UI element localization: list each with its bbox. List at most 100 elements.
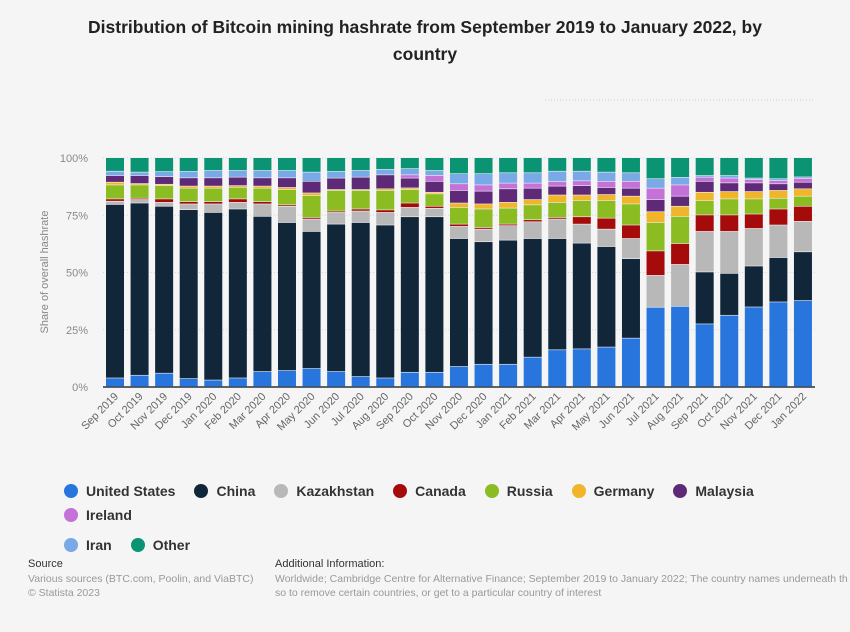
- bar-segment-other[interactable]: [793, 158, 812, 177]
- bar-segment-china[interactable]: [179, 209, 198, 379]
- bar-segment-other[interactable]: [106, 158, 124, 171]
- bar-segment-canada[interactable]: [130, 198, 149, 200]
- bar-segment-united-states[interactable]: [400, 372, 419, 387]
- bar-segment-germany[interactable]: [793, 189, 812, 196]
- legend-item[interactable]: Canada: [393, 482, 466, 500]
- bar-segment-united-states[interactable]: [523, 357, 542, 387]
- bar-segment-germany[interactable]: [597, 194, 616, 201]
- bar-segment-china[interactable]: [449, 238, 468, 367]
- bar-segment-other[interactable]: [744, 158, 763, 178]
- bar-segment-canada[interactable]: [572, 217, 591, 224]
- bar-segment-kazakhstan[interactable]: [130, 199, 149, 203]
- legend-item[interactable]: Ireland: [64, 506, 132, 524]
- bar-segment-other[interactable]: [523, 158, 542, 173]
- bar-segment-russia[interactable]: [548, 202, 567, 218]
- bar-segment-china[interactable]: [106, 204, 124, 378]
- bar-segment-russia[interactable]: [499, 208, 518, 224]
- bar-segment-kazakhstan[interactable]: [646, 275, 665, 307]
- bar-segment-malaysia[interactable]: [302, 181, 321, 193]
- bar-segment-malaysia[interactable]: [376, 175, 395, 189]
- bar-segment-ireland[interactable]: [695, 177, 714, 181]
- bar-segment-russia[interactable]: [646, 222, 665, 251]
- bar-segment-other[interactable]: [376, 158, 395, 170]
- bar-segment-malaysia[interactable]: [597, 187, 616, 195]
- bar-segment-malaysia[interactable]: [253, 178, 272, 186]
- bar-segment-iran[interactable]: [769, 179, 788, 181]
- bar-segment-china[interactable]: [277, 222, 296, 371]
- bar-segment-germany[interactable]: [671, 206, 690, 217]
- bar-segment-ireland[interactable]: [793, 178, 812, 182]
- bar-segment-iran[interactable]: [351, 170, 370, 177]
- bar-segment-malaysia[interactable]: [130, 175, 149, 184]
- bar-segment-kazakhstan[interactable]: [327, 212, 346, 224]
- bar-segment-germany[interactable]: [523, 199, 542, 205]
- bar-segment-ireland[interactable]: [720, 178, 739, 183]
- bar-segment-united-states[interactable]: [327, 371, 346, 387]
- bar-segment-iran[interactable]: [376, 169, 395, 175]
- bar-segment-iran[interactable]: [695, 175, 714, 177]
- bar-segment-iran[interactable]: [400, 168, 419, 175]
- bar-segment-malaysia[interactable]: [621, 188, 640, 196]
- bar-segment-canada[interactable]: [646, 251, 665, 276]
- bar-segment-malaysia[interactable]: [744, 183, 763, 192]
- bar-segment-malaysia[interactable]: [228, 177, 247, 186]
- bar-segment-united-states[interactable]: [130, 375, 149, 387]
- bar-segment-kazakhstan[interactable]: [793, 221, 812, 252]
- bar-segment-germany[interactable]: [769, 190, 788, 198]
- bar-segment-other[interactable]: [351, 158, 370, 171]
- bar-segment-china[interactable]: [548, 238, 567, 350]
- bar-segment-canada[interactable]: [106, 199, 124, 201]
- bar-segment-russia[interactable]: [744, 199, 763, 214]
- bar-segment-other[interactable]: [621, 158, 640, 173]
- bar-segment-canada[interactable]: [449, 224, 468, 227]
- bar-segment-malaysia[interactable]: [474, 191, 493, 204]
- bar-segment-iran[interactable]: [155, 171, 174, 177]
- bar-segment-china[interactable]: [744, 266, 763, 307]
- bar-segment-malaysia[interactable]: [179, 178, 198, 186]
- bar-segment-russia[interactable]: [106, 185, 124, 199]
- bar-segment-russia[interactable]: [253, 188, 272, 202]
- bar-segment-kazakhstan[interactable]: [572, 224, 591, 243]
- bar-segment-ireland[interactable]: [499, 183, 518, 189]
- bar-segment-canada[interactable]: [695, 215, 714, 232]
- bar-segment-iran[interactable]: [425, 170, 444, 176]
- legend-item[interactable]: Kazakhstan: [274, 482, 374, 500]
- bar-segment-kazakhstan[interactable]: [474, 229, 493, 242]
- bar-segment-china[interactable]: [523, 238, 542, 357]
- bar-segment-other[interactable]: [204, 158, 223, 171]
- bar-segment-kazakhstan[interactable]: [621, 238, 640, 259]
- bar-segment-kazakhstan[interactable]: [548, 219, 567, 239]
- bar-segment-malaysia[interactable]: [277, 178, 296, 188]
- bar-segment-malaysia[interactable]: [769, 184, 788, 191]
- bar-segment-germany[interactable]: [744, 191, 763, 199]
- bar-segment-kazakhstan[interactable]: [376, 212, 395, 225]
- bar-segment-kazakhstan[interactable]: [523, 222, 542, 239]
- bar-segment-united-states[interactable]: [179, 378, 198, 387]
- bar-segment-iran[interactable]: [327, 171, 346, 178]
- bar-segment-russia[interactable]: [621, 204, 640, 225]
- bar-segment-ireland[interactable]: [646, 188, 665, 200]
- bar-segment-iran[interactable]: [106, 171, 124, 176]
- bar-segment-china[interactable]: [499, 240, 518, 364]
- bar-segment-germany[interactable]: [228, 185, 247, 187]
- bar-segment-other[interactable]: [572, 158, 591, 171]
- bar-segment-malaysia[interactable]: [523, 188, 542, 200]
- bar-segment-malaysia[interactable]: [499, 189, 518, 203]
- bar-segment-russia[interactable]: [204, 188, 223, 202]
- bar-segment-iran[interactable]: [572, 171, 591, 181]
- legend-item[interactable]: Russia: [484, 482, 553, 500]
- bar-segment-united-states[interactable]: [106, 378, 124, 387]
- bar-segment-china[interactable]: [720, 273, 739, 315]
- bar-segment-ireland[interactable]: [474, 185, 493, 191]
- bar-segment-iran[interactable]: [597, 172, 616, 181]
- bar-segment-iran[interactable]: [744, 178, 763, 180]
- bar-segment-kazakhstan[interactable]: [106, 201, 124, 205]
- bar-segment-iran[interactable]: [228, 170, 247, 177]
- bar-segment-ireland[interactable]: [548, 181, 567, 186]
- bar-segment-united-states[interactable]: [425, 372, 444, 387]
- bar-segment-kazakhstan[interactable]: [425, 208, 444, 217]
- bar-segment-malaysia[interactable]: [548, 186, 567, 195]
- bar-segment-other[interactable]: [425, 158, 444, 171]
- bar-segment-united-states[interactable]: [474, 364, 493, 387]
- bar-segment-russia[interactable]: [793, 196, 812, 206]
